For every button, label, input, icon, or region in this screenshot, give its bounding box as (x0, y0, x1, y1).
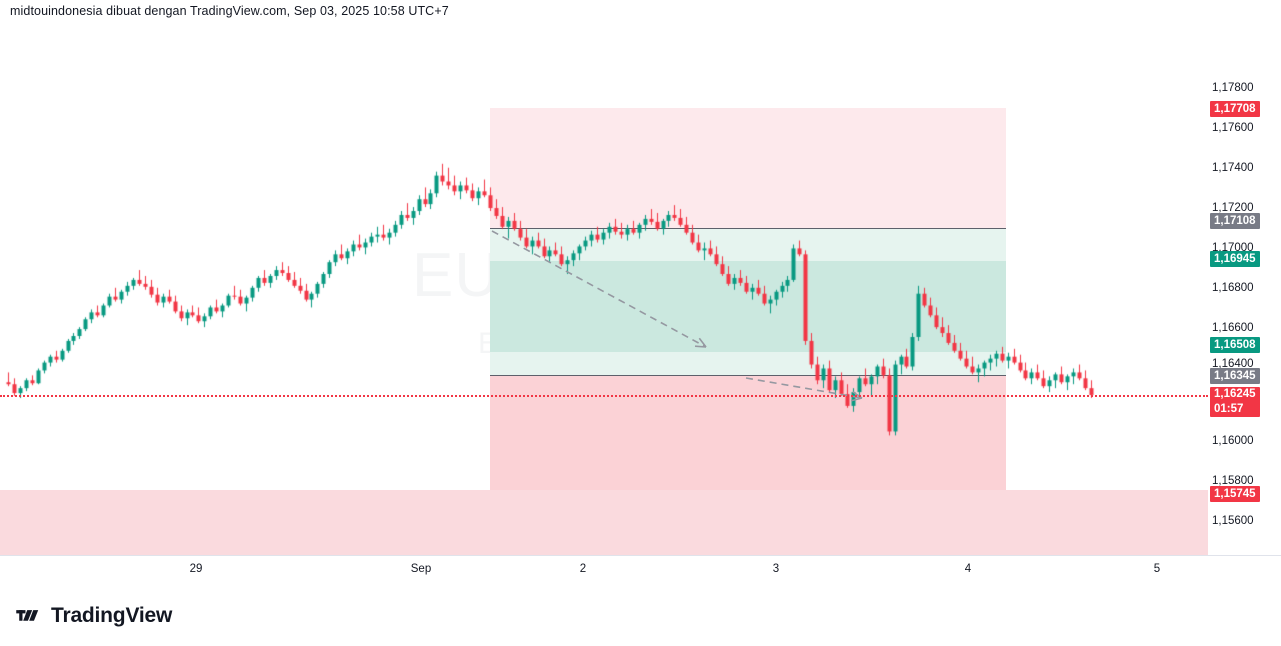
time-tick: 4 (964, 563, 972, 575)
price-tick: 1,17400 (1212, 162, 1254, 174)
price-tick: 1,17600 (1212, 122, 1254, 134)
price-tick: 1,16000 (1212, 435, 1254, 447)
attribution-text: midtouindonesia dibuat dengan TradingVie… (10, 4, 449, 18)
price-tick: 1,16400 (1212, 358, 1254, 370)
tradingview-logo: TradingView (16, 604, 172, 628)
candlestick-series (0, 22, 1208, 555)
axis-corner (1208, 555, 1281, 586)
price-badge-level-gray-lower[interactable]: 1,16345 (1210, 368, 1260, 384)
price-tick: 1,15600 (1212, 515, 1254, 527)
time-tick: 3 (772, 563, 780, 575)
price-badge-level-gray-upper[interactable]: 1,17108 (1210, 213, 1260, 229)
price-badge-target-green-lower[interactable]: 1,16508 (1210, 337, 1260, 353)
price-badge-value: 1,16245 (1214, 388, 1256, 400)
price-badge-current-price[interactable]: 1,16245 01:57 (1210, 387, 1260, 417)
price-badge-target-green-upper[interactable]: 1,16945 (1210, 251, 1260, 267)
tradingview-logo-text: TradingView (51, 604, 173, 627)
current-price-line (0, 395, 1208, 397)
chart-pane[interactable]: EURUSD, 30 Euro / Dollar AS (0, 22, 1209, 555)
price-axis[interactable]: USD 1,178001,176001,174001,172001,170001… (1208, 22, 1281, 555)
price-tick: 1,16600 (1212, 322, 1254, 334)
chart-footer: TradingView (0, 586, 1281, 646)
price-tick: 1,15800 (1212, 475, 1254, 487)
price-badge-resistance-upper[interactable]: 1,17708 (1210, 101, 1260, 117)
bar-countdown: 01:57 (1214, 403, 1244, 415)
time-tick: 5 (1153, 563, 1161, 575)
chart-header: midtouindonesia dibuat dengan TradingVie… (0, 0, 1281, 23)
time-axis[interactable]: 29 Sep 2 3 4 5 (0, 555, 1209, 586)
price-tick: 1,16800 (1212, 282, 1254, 294)
time-tick: 29 (189, 563, 203, 575)
tradingview-logo-icon (16, 609, 39, 621)
price-tick: 1,17800 (1212, 82, 1254, 94)
price-tick: 1,17200 (1212, 202, 1254, 214)
price-badge-support-lower[interactable]: 1,15745 (1210, 486, 1260, 502)
time-tick: 2 (579, 563, 587, 575)
time-tick: Sep (410, 563, 432, 575)
